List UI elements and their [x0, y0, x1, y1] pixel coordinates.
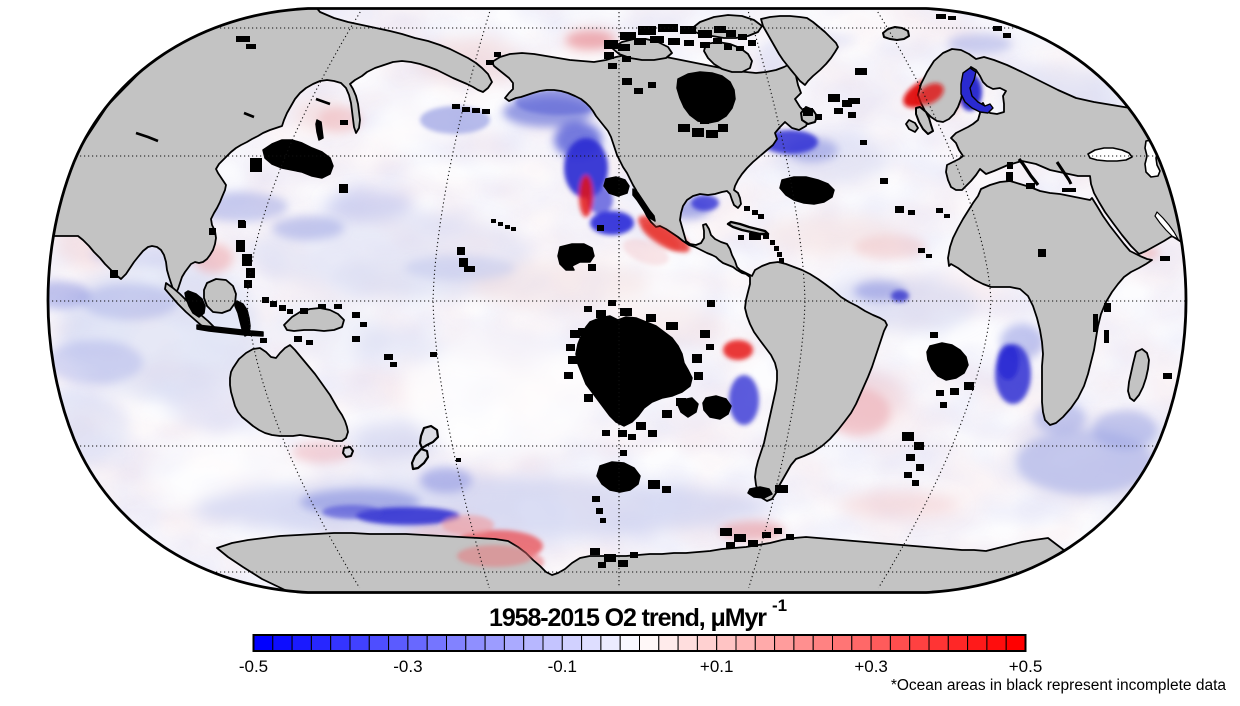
svg-text:-1: -1: [772, 596, 787, 615]
svg-text:+0.1: +0.1: [700, 657, 734, 676]
svg-text:+0.3: +0.3: [854, 657, 888, 676]
svg-text:-0.3: -0.3: [393, 657, 422, 676]
svg-text:+0.5: +0.5: [1009, 657, 1043, 676]
svg-text:1958-2015 O2 trend, μMyr: 1958-2015 O2 trend, μMyr: [489, 604, 767, 632]
svg-text:*Ocean areas in black represen: *Ocean areas in black represent incomple…: [891, 677, 1227, 694]
svg-text:-0.5: -0.5: [239, 657, 268, 676]
svg-text:-0.1: -0.1: [548, 657, 577, 676]
